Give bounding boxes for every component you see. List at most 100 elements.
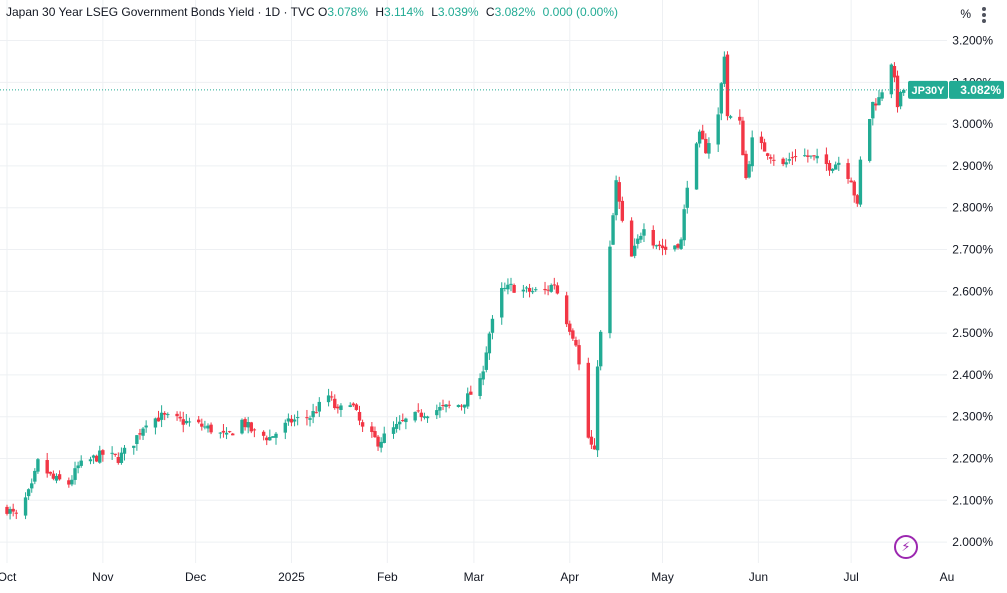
y-tick-label: 2.100% (952, 493, 993, 507)
candle-body (357, 411, 362, 421)
candle-body (317, 401, 322, 412)
scale-unit-label[interactable]: % (960, 7, 971, 21)
close-label: C (485, 5, 495, 19)
candle-body (530, 291, 535, 293)
candle-body (265, 437, 269, 441)
candle-body (871, 101, 875, 119)
candle-body (181, 419, 185, 425)
candle-body (76, 465, 80, 469)
candle-body (586, 362, 591, 438)
open-label: O (317, 5, 328, 19)
candle-body (11, 508, 15, 512)
y-tick-label: 2.700% (952, 243, 993, 257)
candle-body (462, 404, 467, 408)
candle-body (527, 287, 532, 292)
last-price-tag: JP30Y 3.082% (908, 80, 1004, 99)
x-tick-label: Dec (185, 570, 206, 584)
candle-body (500, 287, 504, 318)
candle-body (178, 416, 182, 419)
candle-body (391, 427, 396, 434)
candle-body (314, 412, 318, 414)
candle-body (360, 422, 365, 427)
candle-body (809, 155, 813, 157)
candle-body (252, 429, 257, 431)
candle-body (67, 480, 71, 485)
candle-body (636, 238, 640, 244)
candle-body (830, 168, 835, 171)
candle-body (657, 244, 662, 247)
candle-body (286, 418, 291, 422)
candle-body (231, 433, 235, 436)
candle-body (902, 89, 906, 93)
y-tick-label: 2.200% (952, 452, 993, 466)
candle-body (512, 284, 516, 293)
y-tick-label: 3.000% (952, 117, 993, 131)
candle-body (837, 162, 841, 165)
candle-body (122, 447, 127, 454)
candle-body (141, 428, 145, 436)
candle-body (812, 155, 816, 157)
time-axis[interactable]: Oct Nov Dec 2025 Feb Mar Apr May Jun Jul Au (0, 563, 954, 593)
candle-body (305, 417, 309, 419)
candle-body (707, 143, 711, 154)
candle-body (425, 416, 430, 419)
candle-body (249, 422, 253, 432)
candle-body (373, 431, 377, 438)
x-tick-label: Feb (377, 570, 398, 584)
candle-body (376, 436, 380, 447)
candle-body (524, 287, 529, 289)
candle-body (679, 239, 683, 249)
candle-body (589, 436, 594, 445)
candle-body (354, 404, 359, 410)
candle-body (521, 289, 526, 292)
candle-body (175, 413, 179, 417)
candle-body (456, 404, 461, 408)
candle-body (441, 405, 445, 407)
candle-body (639, 235, 643, 240)
candle-body (8, 509, 12, 514)
candle-body (852, 181, 856, 196)
high-value: 3.114% (384, 5, 424, 19)
candle-body (438, 406, 442, 411)
candle-body (30, 483, 34, 489)
candle-body (849, 180, 853, 183)
candle-body (487, 333, 492, 354)
candle-body (877, 97, 881, 106)
candle-body (564, 295, 569, 325)
candle-body (632, 245, 637, 256)
candle-body (91, 455, 96, 458)
candle-body (744, 153, 748, 179)
candle-body (404, 418, 408, 423)
candle-body (98, 450, 102, 463)
lightning-icon[interactable]: ⚡ (894, 535, 918, 559)
candle-body (481, 371, 485, 380)
candle-body (73, 468, 77, 480)
candle-body (608, 246, 612, 334)
x-tick-label: 2025 (278, 570, 305, 584)
candle-body (676, 244, 680, 248)
candle-body (435, 410, 439, 416)
candle-body (289, 418, 294, 423)
more-vert-icon[interactable] (971, 2, 997, 28)
high-label: H (375, 5, 385, 19)
y-tick-label: 2.500% (952, 326, 993, 340)
candle-body (543, 288, 547, 291)
candle-body (326, 395, 331, 403)
candle-body (333, 398, 337, 409)
candle-body (555, 285, 560, 294)
candle-body (509, 283, 513, 285)
candle-body (506, 284, 510, 290)
candle-body (663, 246, 668, 250)
candle-body (268, 437, 272, 441)
candle-body (759, 136, 764, 144)
x-tick-label: Au (940, 570, 955, 584)
candle-body (762, 142, 767, 152)
symbol-tag-text: JP30Y (911, 85, 945, 97)
candle-body (466, 393, 470, 407)
x-tick-label: Mar (464, 570, 485, 584)
candle-body (138, 433, 142, 435)
low-value: 3.039% (437, 5, 479, 19)
candle-body (240, 419, 244, 434)
candle-body (478, 378, 482, 396)
